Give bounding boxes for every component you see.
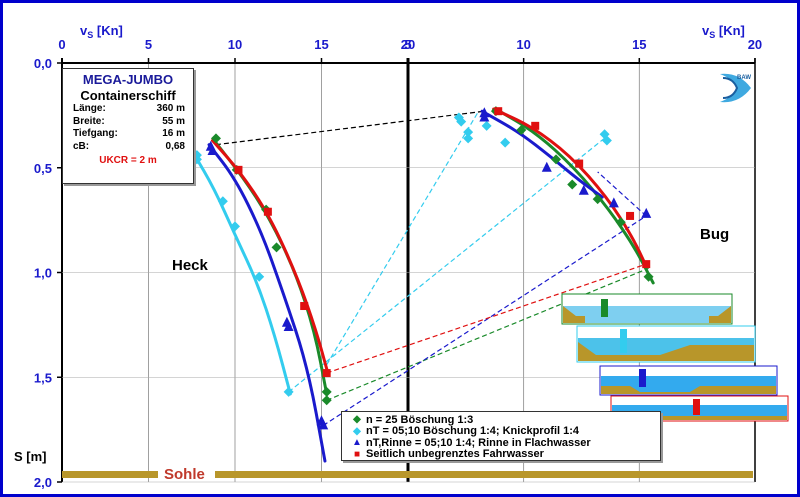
- section-rinne: [599, 365, 778, 396]
- bug-label: Bug: [700, 226, 729, 243]
- cross-section-diagrams: [561, 293, 789, 422]
- data-point-square: [322, 369, 331, 378]
- info-row-cb: cB: 0,68: [73, 140, 185, 152]
- fit-curve: [191, 151, 292, 396]
- square-icon: ■: [353, 448, 361, 460]
- section-knick-1-4: [576, 325, 756, 363]
- fit-curve: [207, 143, 327, 463]
- connector-line: [322, 215, 647, 426]
- axis-ticks: 0 5 10 15 205 10 15 200,00,51,01,52,0: [34, 37, 762, 490]
- data-point-diamond: [271, 242, 282, 253]
- data-point-square: [300, 302, 309, 311]
- data-point-triangle: [283, 320, 294, 331]
- data-point-triangle: [641, 207, 652, 218]
- data-point-square: [642, 260, 651, 269]
- connector-line: [215, 110, 485, 146]
- data-point-square: [494, 107, 503, 116]
- x-tick-label: 10: [228, 37, 242, 52]
- ukc-value: UKCR = 2 m: [99, 155, 157, 166]
- diamond-icon: ◆: [353, 425, 361, 437]
- data-point-triangle: [318, 419, 329, 430]
- data-point-diamond: [481, 120, 492, 131]
- data-point-diamond: [456, 116, 467, 127]
- y-tick-label: 2,0: [34, 475, 52, 490]
- x-tick-label: 20: [401, 37, 415, 52]
- connector-line: [326, 263, 647, 374]
- ship-info-box: MEGA-JUMBO Containerschiff Länge: 360 m B…: [62, 68, 194, 184]
- fit-curves: [191, 107, 655, 463]
- fit-curve: [211, 139, 330, 377]
- info-row-length: Länge: 360 m: [73, 103, 185, 114]
- y-tick-label: 1,0: [34, 266, 52, 281]
- data-point-diamond: [516, 125, 527, 136]
- connector-line: [288, 135, 608, 393]
- data-point-diamond: [551, 154, 562, 165]
- data-point-square: [263, 207, 272, 216]
- data-point-diamond: [643, 271, 654, 282]
- data-point-triangle: [608, 197, 619, 208]
- data-point-diamond: [601, 135, 612, 146]
- triangle-icon: ▲: [352, 437, 362, 449]
- data-point-square: [531, 121, 540, 130]
- data-point-triangle: [207, 144, 218, 155]
- connector-line: [597, 171, 647, 217]
- x-tick-label: 10: [516, 37, 530, 52]
- x-tick-label: 20: [748, 37, 762, 52]
- section-slope-1-3: [561, 293, 733, 325]
- svg-text:BAW: BAW: [737, 75, 751, 81]
- y-tick-label: 0,0: [34, 56, 52, 71]
- data-point-diamond: [567, 179, 578, 190]
- data-point-square: [626, 211, 635, 220]
- legend-item-n25: ◆ n = 25 Böschung 1:3: [348, 414, 660, 426]
- sole-band: [62, 471, 753, 478]
- data-point-triangle: [541, 161, 552, 172]
- y-tick-label: 1,5: [34, 370, 52, 385]
- bug-label-bg: [696, 223, 730, 245]
- ship-subtitle: Containerschiff: [80, 88, 176, 103]
- baw-logo: BAW: [720, 73, 751, 103]
- data-point-square: [575, 159, 584, 168]
- x-tick-label: 0: [58, 37, 65, 52]
- connector-line: [326, 112, 478, 365]
- data-point-triangle: [578, 184, 589, 195]
- data-point-diamond: [191, 154, 202, 165]
- data-point-square: [234, 165, 243, 174]
- data-point-diamond: [321, 386, 332, 397]
- legend-item-nt-knick: ◆ nT = 05;10 Böschung 1:4; Knickprofil 1:…: [348, 425, 660, 437]
- ship-title: MEGA-JUMBO: [82, 72, 174, 87]
- data-point-diamond: [500, 137, 511, 148]
- info-row-breadth: Breite: 55 m: [73, 115, 185, 127]
- data-point-diamond: [210, 133, 221, 144]
- sole-label: Sohle: [164, 466, 205, 483]
- x-tick-label: 15: [314, 37, 328, 52]
- info-row-draft: Tiefgang: 16 m: [73, 128, 185, 139]
- x-axis-label-left: vS [Kn]: [80, 23, 123, 40]
- data-point-diamond: [615, 217, 626, 228]
- x-axis-label-right: vS [Kn]: [702, 23, 745, 40]
- data-point-diamond: [463, 127, 474, 138]
- connector-line: [326, 267, 649, 401]
- data-point-diamond: [230, 221, 240, 232]
- x-tick-label: 15: [632, 37, 646, 52]
- heck-label: Heck: [172, 257, 209, 274]
- y-tick-label: 0,5: [34, 161, 52, 176]
- legend: ◆ n = 25 Böschung 1:3 ◆ nT = 05;10 Böschun…: [341, 411, 661, 461]
- x-tick-label: 5: [145, 37, 152, 52]
- legend-item-nt-rinne: ▲ nT,Rinne = 05;10 1:4; Rinne in Flachwas…: [348, 437, 660, 449]
- legend-item-unbounded: ■ Seitlich unbegrenztes Fahrwasser: [348, 448, 660, 460]
- data-point-diamond: [283, 386, 294, 397]
- data-point-diamond: [321, 395, 332, 406]
- x-tick-label: 5: [404, 37, 411, 52]
- data-point-triangle: [479, 111, 490, 122]
- connector-lines: [215, 110, 649, 426]
- data-point-diamond: [463, 133, 474, 144]
- data-markers: [191, 106, 654, 430]
- fit-curve: [492, 107, 648, 268]
- fit-curve: [480, 109, 604, 199]
- data-point-diamond: [254, 271, 265, 282]
- data-point-diamond: [217, 196, 228, 207]
- diamond-icon: ◆: [353, 414, 361, 426]
- data-point-diamond: [592, 194, 603, 205]
- y-axis-label: S [m]: [14, 449, 47, 464]
